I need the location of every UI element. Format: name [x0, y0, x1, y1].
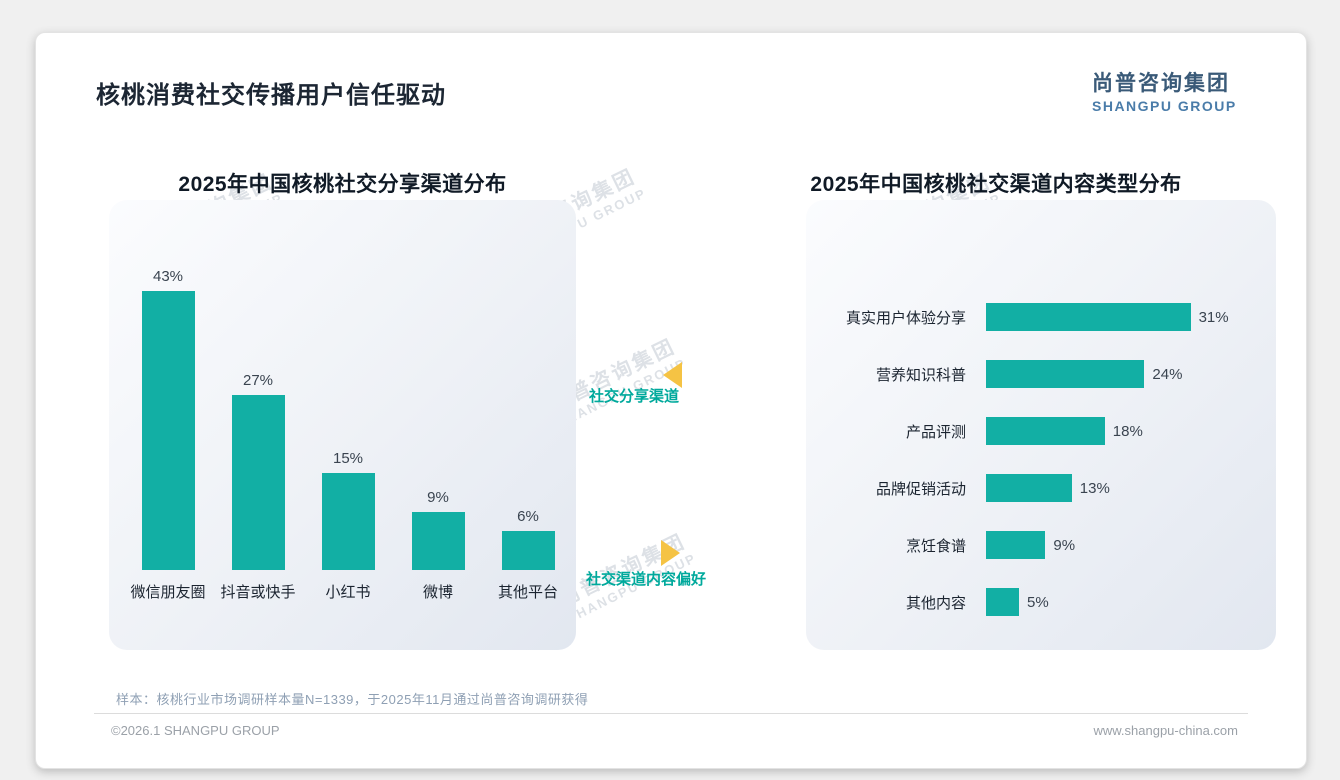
bar-group: 9% 微博 — [393, 200, 483, 601]
left-chart-panel: 43% 微信朋友圈 27% 抖音或快手 15% 小红书 9% 微博 6% 其他平台 — [109, 200, 576, 650]
footer-divider — [94, 713, 1248, 714]
bar-value-label: 18% — [1112, 422, 1143, 440]
bar-category-label: 微博 — [422, 584, 453, 601]
bar — [501, 531, 555, 570]
bar-category-label: 其他内容 — [905, 594, 966, 612]
footer: ©2026.1 SHANGPU GROUP www.shangpu-china.… — [111, 723, 1238, 738]
bar-value-label: 31% — [1198, 308, 1229, 326]
bar-group: 27% 抖音或快手 — [213, 200, 303, 602]
bar — [141, 290, 195, 570]
bar-category-label: 烹饪食谱 — [905, 537, 966, 555]
bar — [986, 360, 1145, 388]
bar-category-label: 其他平台 — [497, 584, 558, 601]
bar-value-label: 27% — [242, 371, 274, 389]
bar-value-label: 6% — [517, 508, 539, 525]
bar-row: 其他内容 5% — [806, 588, 1276, 616]
left-chart-title: 2025年中国核桃社交分享渠道分布 — [178, 173, 507, 196]
bar — [411, 511, 465, 570]
bar — [986, 303, 1191, 331]
bar — [231, 394, 285, 570]
bar-category-label: 产品评测 — [905, 423, 966, 441]
bar-value-label: 15% — [332, 449, 364, 467]
bar — [986, 474, 1072, 502]
bar-value-label: 5% — [1027, 593, 1049, 611]
bar — [986, 531, 1046, 559]
right-chart-title: 2025年中国核桃社交渠道内容类型分布 — [810, 173, 1182, 196]
bar-value-label: 9% — [1053, 536, 1076, 554]
logo-chinese-name: 尚普咨询集团 — [1092, 72, 1230, 95]
website-url: www.shangpu-china.com — [1093, 723, 1238, 738]
company-logo: 尚普咨询集团 SHANGPU GROUP — [1092, 67, 1237, 114]
bar-category-label: 微信朋友圈 — [130, 584, 206, 601]
horizontal-bar-chart: 真实用户体验分享 31% 营养知识科普 24% 产品评测 18% 品牌促销活动 13% 烹饪食谱… — [806, 303, 1276, 645]
copyright-text: ©2026.1 SHANGPU GROUP — [111, 723, 280, 738]
right-chart-panel: 真实用户体验分享 31% 营养知识科普 24% 产品评测 18% 品牌促销活动 13% 烹饪食谱… — [806, 200, 1276, 650]
vertical-bar-chart: 43% 微信朋友圈 27% 抖音或快手 15% 小红书 9% 微博 6% 其他平台 — [123, 200, 573, 602]
bar-group: 6% 其他平台 — [483, 200, 573, 601]
bar — [986, 417, 1105, 445]
bar — [986, 588, 1019, 616]
bar-row: 品牌促销活动 13% — [806, 474, 1276, 502]
page-title: 核桃消费社交传播用户信任驱动 — [96, 82, 446, 109]
bar-row: 营养知识科普 24% — [806, 360, 1276, 388]
bar-value-label: 43% — [152, 267, 184, 285]
bar-value-label: 24% — [1152, 365, 1183, 383]
bar-value-label: 9% — [427, 488, 449, 506]
annotation-share-channel: 社交分享渠道 — [589, 388, 680, 405]
bar-row: 烹饪食谱 9% — [806, 531, 1276, 559]
bar-category-label: 营养知识科普 — [875, 366, 966, 384]
bar-row: 产品评测 18% — [806, 417, 1276, 445]
arrow-right-icon — [661, 540, 680, 566]
annotation-content-preference: 社交渠道内容偏好 — [586, 571, 707, 588]
bar-category-label: 品牌促销活动 — [875, 480, 966, 498]
bar — [321, 472, 375, 570]
slide-card: 尚普咨询集团 SHANGPU GROUP 尚普咨询集团 SHANGPU GROUP 尚普… — [35, 32, 1307, 769]
arrow-left-icon — [663, 362, 682, 388]
bar-category-label: 小红书 — [325, 584, 371, 601]
sample-note: 样本：核桃行业市场调研样本量N=1339，于2025年11月通过尚普咨询调研获得 — [116, 692, 589, 707]
bar-group: 15% 小红书 — [303, 200, 393, 601]
logo-english-name: SHANGPU GROUP — [1092, 98, 1237, 114]
bar-category-label: 真实用户体验分享 — [845, 309, 966, 327]
bar-row: 真实用户体验分享 31% — [806, 303, 1276, 331]
bar-category-label: 抖音或快手 — [220, 584, 296, 601]
bar-value-label: 13% — [1079, 479, 1110, 497]
bar-group: 43% 微信朋友圈 — [123, 200, 213, 602]
